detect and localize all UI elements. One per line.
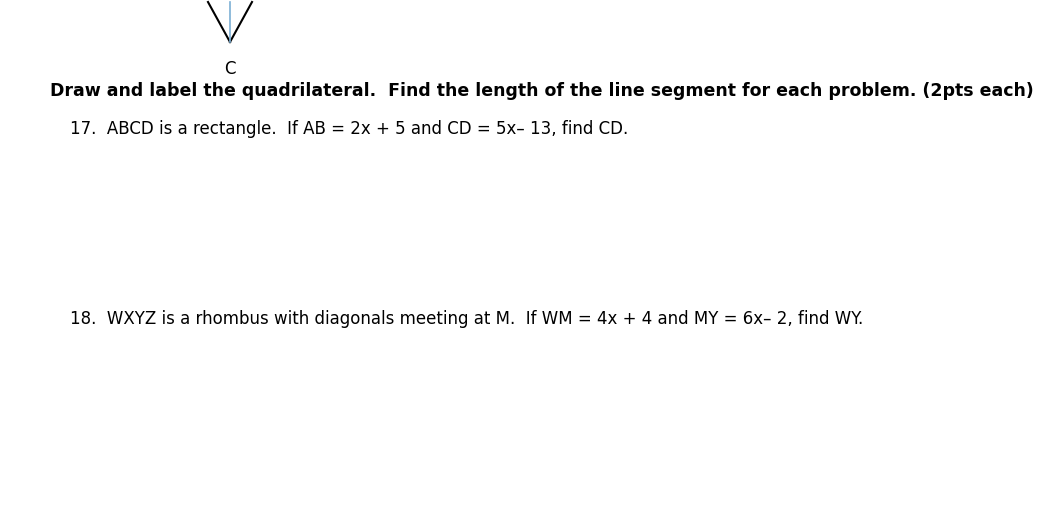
Text: C: C: [224, 60, 236, 78]
Text: Draw and label the quadrilateral.  Find the length of the line segment for each : Draw and label the quadrilateral. Find t…: [50, 82, 1033, 100]
Text: 18.  WXYZ is a rhombus with diagonals meeting at M.  If WM = 4x + 4 and MY = 6x–: 18. WXYZ is a rhombus with diagonals mee…: [70, 310, 863, 328]
Text: 17.  ABCD is a rectangle.  If AB = 2x + 5 and CD = 5x– 13, find CD.: 17. ABCD is a rectangle. If AB = 2x + 5 …: [70, 120, 629, 138]
